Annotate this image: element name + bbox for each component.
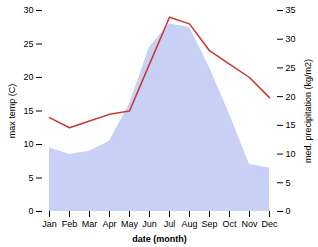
svg-text:Jul: Jul <box>164 219 176 229</box>
svg-text:10: 10 <box>23 139 33 149</box>
svg-text:5: 5 <box>286 178 291 188</box>
svg-text:30: 30 <box>23 5 33 15</box>
svg-text:25: 25 <box>23 39 33 49</box>
svg-text:20: 20 <box>286 92 296 102</box>
svg-text:Sep: Sep <box>201 219 217 229</box>
svg-text:0: 0 <box>286 206 291 216</box>
svg-text:med. precipitation (kg/m2): med. precipitation (kg/m2) <box>303 59 313 163</box>
svg-text:May: May <box>121 219 139 229</box>
svg-text:25: 25 <box>286 63 296 73</box>
svg-text:Dec: Dec <box>261 219 278 229</box>
svg-text:Aug: Aug <box>181 219 197 229</box>
svg-text:Jun: Jun <box>142 219 157 229</box>
svg-text:15: 15 <box>23 106 33 116</box>
svg-text:Mar: Mar <box>82 219 98 229</box>
svg-text:Nov: Nov <box>241 219 258 229</box>
svg-text:10: 10 <box>286 149 296 159</box>
svg-text:20: 20 <box>23 72 33 82</box>
svg-text:date (month): date (month) <box>132 234 187 244</box>
svg-text:5: 5 <box>28 173 33 183</box>
svg-text:Apr: Apr <box>102 219 116 229</box>
svg-text:max temp (C): max temp (C) <box>7 84 17 139</box>
svg-text:Jan: Jan <box>42 219 57 229</box>
svg-text:Feb: Feb <box>62 219 78 229</box>
svg-text:Oct: Oct <box>222 219 237 229</box>
svg-text:35: 35 <box>286 5 296 15</box>
svg-text:15: 15 <box>286 120 296 130</box>
svg-text:0: 0 <box>28 206 33 216</box>
svg-text:30: 30 <box>286 34 296 44</box>
